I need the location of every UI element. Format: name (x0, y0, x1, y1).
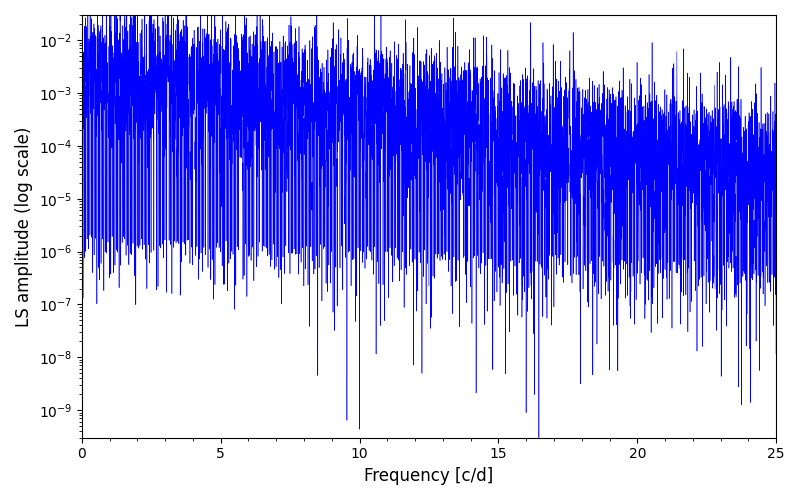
X-axis label: Frequency [c/d]: Frequency [c/d] (364, 467, 494, 485)
Y-axis label: LS amplitude (log scale): LS amplitude (log scale) (15, 126, 33, 326)
